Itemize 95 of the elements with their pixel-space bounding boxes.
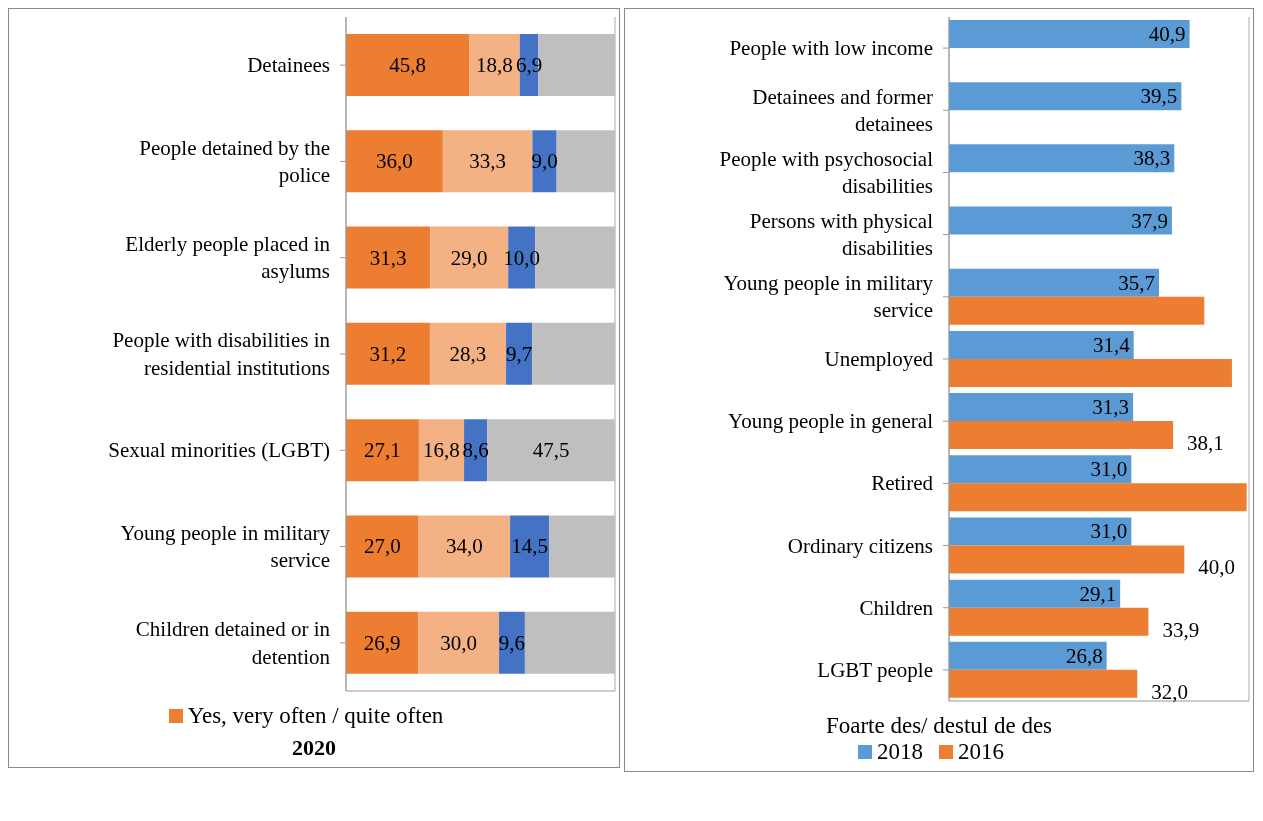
bar [949, 206, 1172, 235]
bar [949, 268, 1159, 297]
data-label: 18,8 [476, 53, 513, 77]
bar [346, 611, 419, 674]
bar [949, 579, 1121, 608]
bar [429, 322, 507, 385]
data-label: 31,4 [1092, 332, 1131, 357]
data-label: 29,1 [1079, 581, 1117, 606]
data-label: 40,0 [1198, 555, 1236, 580]
bar [442, 130, 533, 193]
y-tick-label: People with low income [729, 36, 933, 61]
bar [346, 419, 419, 482]
data-label: 27,0 [363, 534, 401, 559]
bar [949, 393, 1134, 422]
data-label: 31,0 [1090, 519, 1128, 544]
bar [949, 144, 1175, 173]
data-label: 29,0 [450, 245, 488, 270]
data-label: 9,6 [498, 630, 526, 655]
bar [418, 419, 465, 482]
y-tick-label: Ordinary citizens [787, 533, 933, 558]
bar [418, 515, 511, 578]
bar [949, 358, 1232, 387]
y-tick-label: Persons with physical disabilities [749, 208, 934, 261]
y-tick-label: Young people in general [728, 409, 934, 434]
y-tick-label: Sexual minorities (LGBT) [108, 438, 330, 463]
data-label: 27,1 [364, 438, 401, 463]
bar [510, 515, 550, 578]
bar [949, 545, 1185, 574]
bar [949, 330, 1134, 359]
data-label: 31,2 [369, 341, 407, 366]
legend-title: Foarte des/ destul de des [824, 713, 1054, 739]
data-label: 34,0 [445, 534, 483, 559]
legend-label: 2016 [957, 739, 1004, 764]
data-label: 31,0 [1090, 457, 1128, 482]
y-tick-label: Children detained or in detention [135, 617, 331, 669]
data-label: 31,3 [1092, 395, 1130, 420]
y-tick-label: Young people in military service [120, 520, 331, 573]
bar [949, 669, 1138, 698]
bar [549, 515, 615, 578]
y-tick-label: People with disabilities in residential institutions [112, 328, 331, 380]
data-label: 26,9 [363, 630, 401, 655]
y-tick-label: Young people in military service [723, 271, 934, 323]
bar [949, 607, 1149, 636]
data-label: 47,5 [532, 438, 570, 463]
bar [487, 419, 615, 482]
data-label: 37,9 [1131, 208, 1168, 233]
data-label: 14,5 [511, 534, 548, 559]
y-tick-label: People detained by the police [139, 135, 330, 188]
data-label: 28,3 [449, 341, 487, 366]
y-tick-label: Detainees [247, 53, 330, 78]
data-label: 38,3 [1133, 146, 1171, 171]
y-tick-label: Children [859, 595, 934, 620]
bar [418, 611, 500, 674]
legend-label: 2018 [876, 739, 923, 764]
data-label: 36,0 [376, 149, 413, 174]
data-label: 30,0 [440, 630, 478, 655]
data-label: 9,7 [505, 341, 533, 366]
y-tick-label: Elderly people placed in asylums [125, 232, 331, 284]
data-label: 32,0 [1151, 679, 1188, 704]
bar [949, 20, 1190, 48]
data-label: 40,9 [1148, 22, 1186, 46]
bar [532, 130, 557, 193]
bar [346, 226, 431, 289]
bar [346, 130, 443, 193]
y-tick-label: Detainees and former detainees [752, 84, 933, 136]
data-label: 31,3 [369, 245, 407, 270]
data-label: 45,8 [389, 53, 426, 77]
data-label: 38,1 [1187, 431, 1224, 456]
data-label: 33,3 [469, 149, 506, 174]
data-label: 16,8 [423, 438, 460, 463]
bar [949, 296, 1205, 325]
data-label: 35,7 [1118, 270, 1155, 295]
bar [949, 82, 1182, 111]
y-tick-label: Unemployed [824, 347, 934, 371]
bar [346, 515, 419, 578]
text: 2020 [291, 735, 337, 761]
bar [949, 455, 1132, 484]
bar [949, 483, 1247, 512]
data-label: 33,9 [1162, 617, 1200, 642]
y-tick-label: People with psychosocial disabilities [719, 146, 934, 199]
bar [532, 322, 615, 385]
bar [506, 322, 533, 385]
y-tick-label: LGBT people [817, 657, 933, 682]
data-label: 9,0 [531, 149, 558, 174]
data-label: 39,5 [1140, 84, 1178, 109]
bar [949, 517, 1132, 546]
data-label: 26,8 [1065, 643, 1103, 668]
bar [346, 34, 470, 96]
bar [949, 641, 1107, 670]
bar [949, 421, 1174, 450]
y-tick-label: Retired [871, 471, 934, 496]
bar [556, 130, 615, 193]
legend-label: Yes, very often / quite often [186, 703, 444, 728]
bar [346, 322, 430, 385]
bar [524, 611, 615, 674]
